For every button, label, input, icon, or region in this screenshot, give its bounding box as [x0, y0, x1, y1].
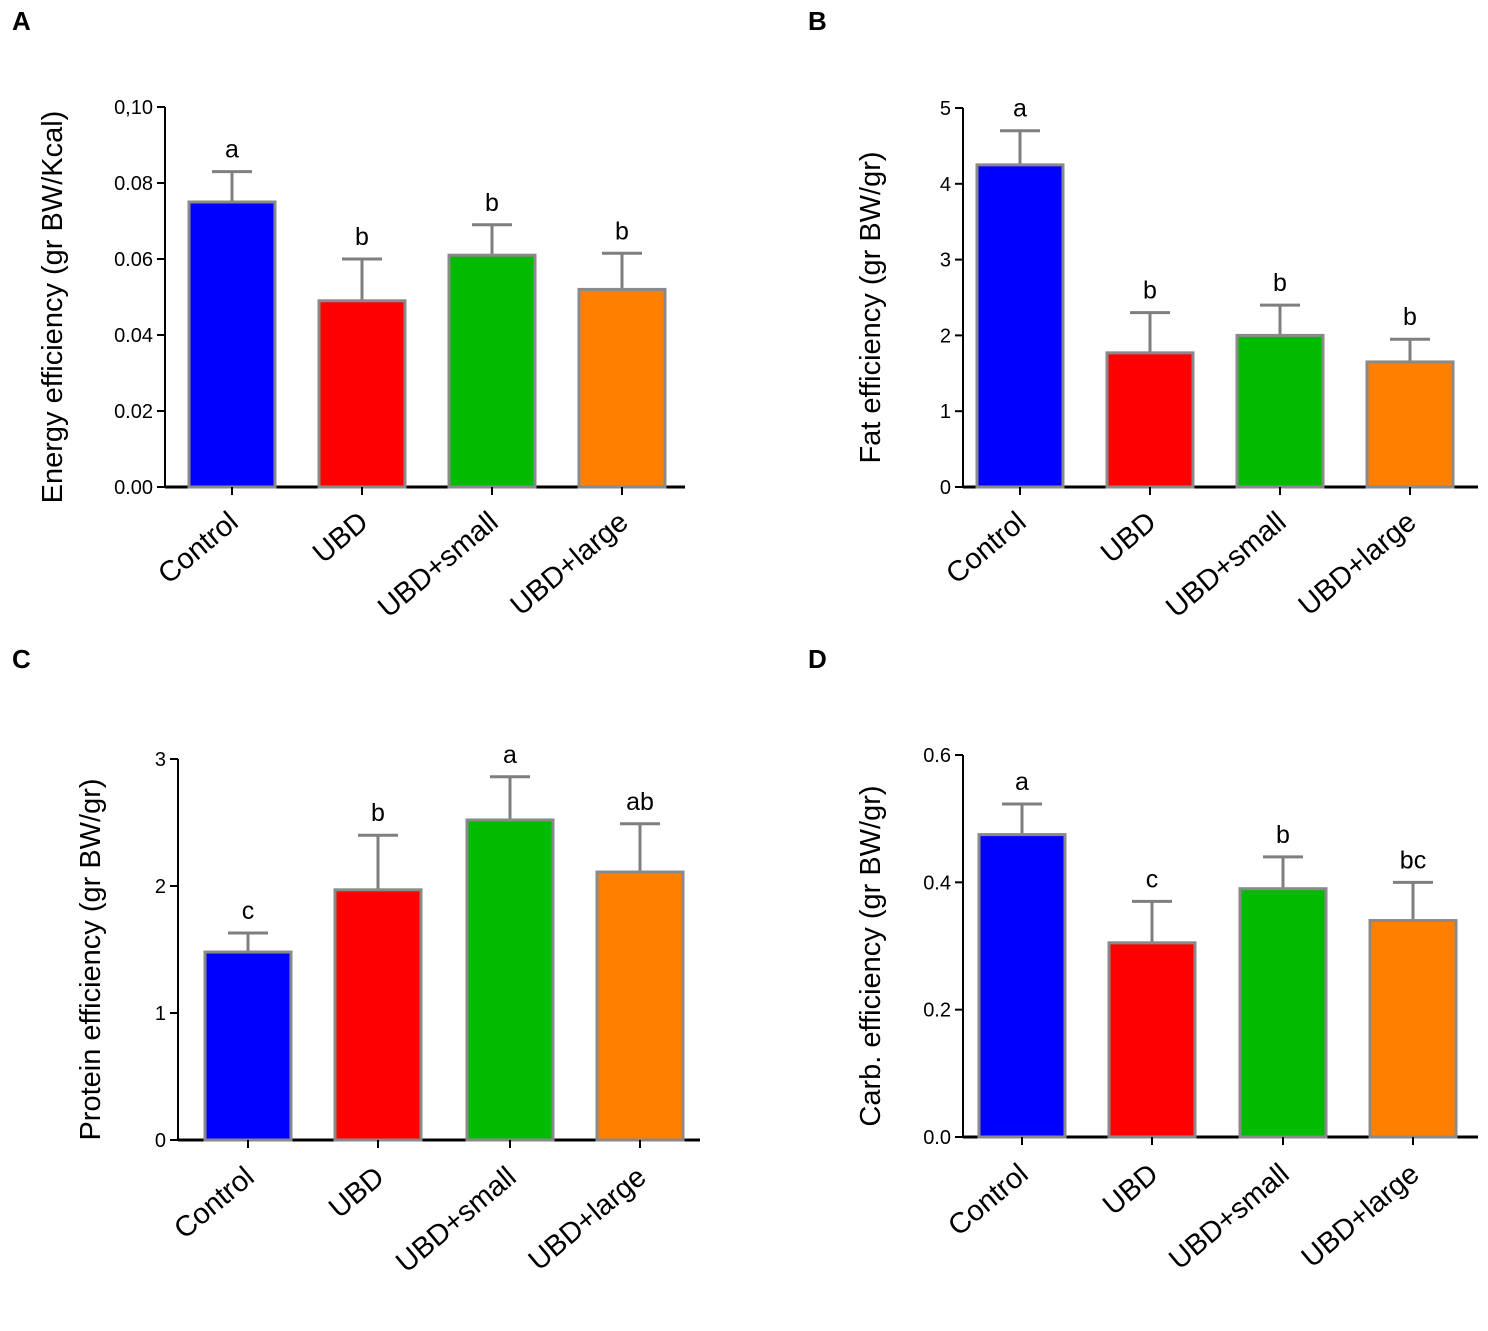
y-tick-label: 0.4 [923, 872, 951, 894]
panel-letter: A [12, 6, 31, 36]
y-tick-label: 4 [940, 174, 951, 196]
significance-label: b [1273, 269, 1287, 297]
y-tick-label: 0.6 [923, 745, 951, 767]
significance-label: c [242, 897, 255, 925]
y-tick-label: 0.08 [114, 173, 153, 195]
significance-label: b [1403, 303, 1417, 331]
y-tick-label: 0 [155, 1130, 166, 1152]
bar-ubd-small [1238, 887, 1328, 1139]
panel-letter: C [12, 644, 31, 674]
y-tick-label: 0.00 [114, 477, 153, 499]
y-tick-label: 0.04 [114, 325, 153, 347]
bar-ubd [1105, 351, 1195, 489]
bar-ubd-large [1365, 360, 1455, 489]
significance-label: b [371, 799, 385, 827]
bar-ubd-small [1235, 333, 1325, 489]
significance-label: a [503, 741, 517, 769]
y-tick-label: 0.06 [114, 249, 153, 271]
significance-label: b [1143, 277, 1157, 305]
y-tick-label: 0.2 [923, 1000, 951, 1022]
y-tick-label: 0.02 [114, 401, 153, 423]
bar-ubd-large [595, 870, 685, 1142]
bar-ubd-large [1368, 919, 1458, 1139]
panel-letter: B [808, 6, 827, 36]
significance-label: bc [1400, 846, 1426, 874]
y-tick-label: 3 [155, 749, 166, 771]
significance-label: a [1013, 95, 1027, 123]
bar-control [975, 163, 1065, 489]
significance-label: c [1146, 865, 1159, 893]
y-tick-label: 3 [940, 250, 951, 272]
y-tick-label: 0,10 [114, 97, 153, 119]
y-tick-label: 0.0 [923, 1127, 951, 1149]
bar-control [977, 833, 1067, 1139]
bar-ubd-small [447, 253, 537, 489]
bar-ubd [317, 299, 407, 489]
panel-letter: D [808, 644, 827, 674]
significance-label: a [1015, 768, 1029, 796]
y-tick-label: 2 [940, 325, 951, 347]
significance-label: b [485, 189, 499, 217]
bar-ubd-large [577, 287, 667, 489]
significance-label: ab [626, 788, 654, 816]
bar-ubd [1107, 941, 1197, 1139]
significance-label: b [1276, 821, 1290, 849]
y-axis-label: Carb. efficiency (gr BW/gr) [855, 785, 887, 1126]
bar-control [187, 200, 277, 489]
significance-label: b [355, 223, 369, 251]
significance-label: b [615, 217, 629, 245]
bar-control [203, 950, 293, 1142]
y-axis-label: Fat efficiency (gr BW/gr) [855, 151, 887, 463]
bar-ubd-small [465, 818, 555, 1142]
y-tick-label: 1 [155, 1003, 166, 1025]
y-axis-label: Energy efficiency (gr BW/Kcal) [37, 111, 69, 504]
y-axis-label: Protein efficiency (gr BW/gr) [75, 778, 107, 1140]
y-tick-label: 5 [940, 98, 951, 120]
y-tick-label: 1 [940, 401, 951, 423]
y-tick-label: 0 [940, 477, 951, 499]
y-tick-label: 2 [155, 876, 166, 898]
significance-label: a [225, 136, 239, 164]
bar-ubd [333, 888, 423, 1142]
